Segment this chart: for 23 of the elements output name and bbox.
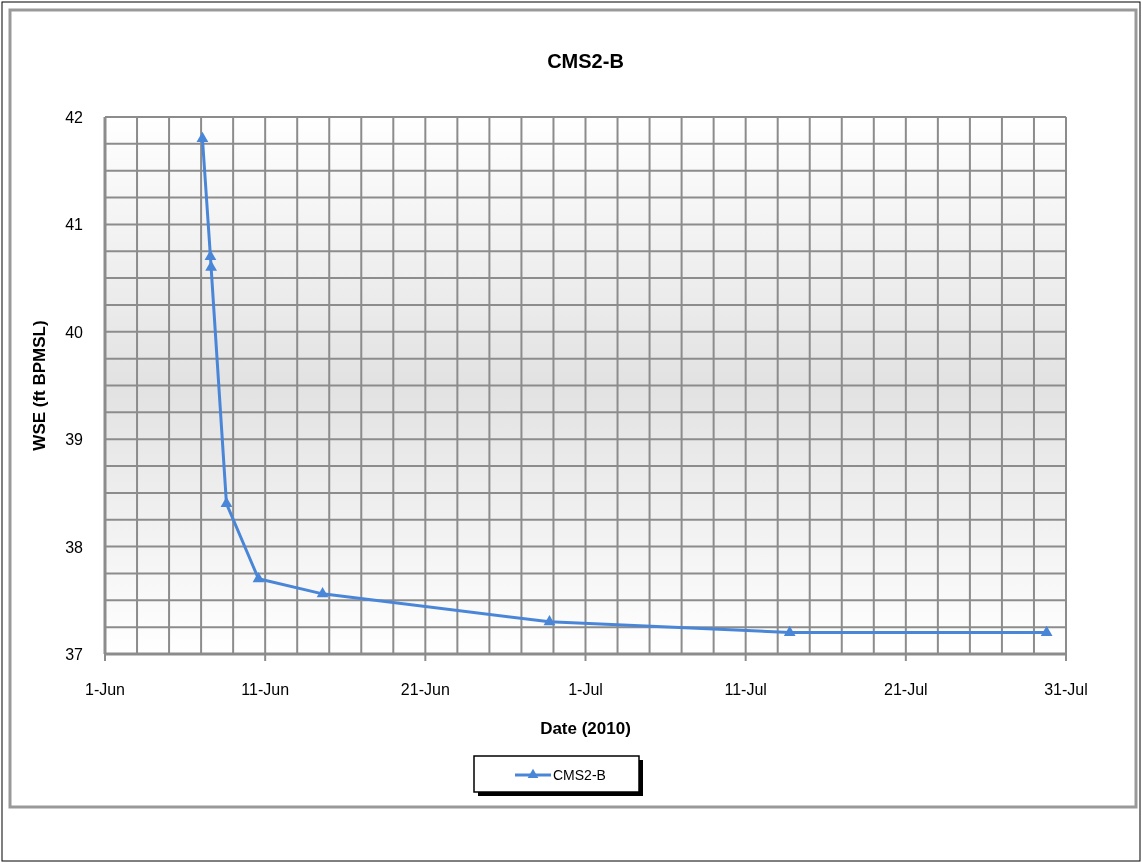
x-tick-label: 31-Jul xyxy=(1044,681,1088,698)
x-tick-label: 1-Jul xyxy=(568,681,603,698)
y-tick-label: 42 xyxy=(65,109,84,126)
x-tick-label: 21-Jul xyxy=(884,681,928,698)
x-tick-label: 21-Jun xyxy=(400,681,450,698)
point xyxy=(783,625,796,636)
x-tick-label: 11-Jun xyxy=(241,681,290,698)
x-tick-label: 1-Jun xyxy=(84,681,126,698)
y-tick-label: 40 xyxy=(65,323,84,341)
y-tick-label: 38 xyxy=(65,538,84,556)
y-tick-label: 41 xyxy=(65,216,84,234)
point xyxy=(196,131,209,142)
legend-label: CMS2-B xyxy=(553,767,606,783)
point xyxy=(316,587,329,598)
y-tick-label: 39 xyxy=(65,431,84,449)
y-tick-label: 37 xyxy=(65,646,84,663)
point xyxy=(252,572,265,583)
y-axis-title: WSE (ft BPMSL) xyxy=(30,320,49,451)
x-tick-label: 11-Jul xyxy=(724,681,767,698)
point xyxy=(1040,625,1053,636)
point xyxy=(543,614,556,626)
chart-title: CMS2-B xyxy=(547,50,624,72)
x-axis-title: Date (2010) xyxy=(540,719,631,738)
